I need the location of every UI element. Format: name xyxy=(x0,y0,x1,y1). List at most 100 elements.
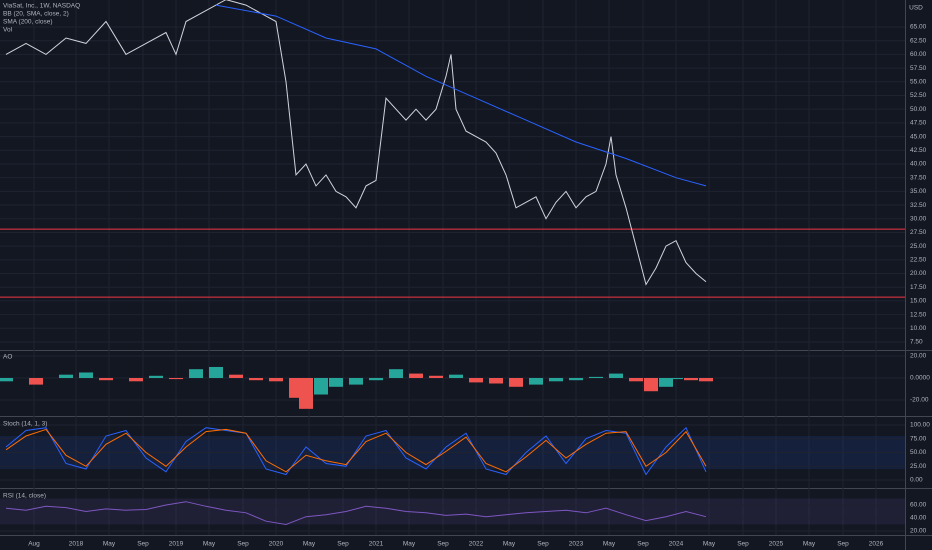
bar xyxy=(369,377,383,381)
x-tick-label: 2024 xyxy=(669,541,684,548)
y-tick-label: 30.00 xyxy=(910,215,927,222)
x-tick-label: 2020 xyxy=(269,541,284,548)
bar xyxy=(129,377,143,382)
x-tick-label: 2026 xyxy=(869,541,884,548)
x-tick-label: May xyxy=(803,541,816,548)
x-tick-label: May xyxy=(403,541,416,548)
bar xyxy=(299,377,313,409)
y-tick-label: 42.50 xyxy=(910,147,927,154)
bar xyxy=(409,373,423,378)
bar xyxy=(349,377,363,385)
panel-title: RSI (14, close) xyxy=(3,493,46,500)
y-tick-label: 22.50 xyxy=(910,257,927,264)
y-tick-label: 27.50 xyxy=(910,229,927,236)
bar xyxy=(589,376,603,378)
y-tick-label: 17.50 xyxy=(910,284,927,291)
x-tick-label: Sep xyxy=(737,541,749,548)
bar xyxy=(659,377,673,387)
y-tick-label: 57.50 xyxy=(910,65,927,72)
x-tick-label: 2018 xyxy=(69,541,84,548)
panel-title: AO xyxy=(3,354,12,361)
bar xyxy=(699,377,713,382)
bar xyxy=(249,377,263,381)
bar xyxy=(429,375,443,378)
y-tick-label: 25.00 xyxy=(910,463,927,470)
band xyxy=(0,498,905,525)
bar xyxy=(569,377,583,381)
y-tick-label: 20.00 xyxy=(910,528,927,535)
y-tick-label: 60.00 xyxy=(910,502,927,509)
x-tick-label: 2021 xyxy=(369,541,384,548)
y-tick-label: 10.00 xyxy=(910,325,927,332)
x-tick-label: 2019 xyxy=(169,541,184,548)
x-tick-label: May xyxy=(103,541,116,548)
bar xyxy=(269,377,283,382)
bar xyxy=(329,377,343,387)
y-tick-label: 37.50 xyxy=(910,174,927,181)
y-tick-label: 35.00 xyxy=(910,188,927,195)
panel-title: Stoch (14, 1, 3) xyxy=(3,421,47,428)
x-tick-label: Sep xyxy=(537,541,549,548)
x-tick-label: Sep xyxy=(637,541,649,548)
y-tick-label: 45.00 xyxy=(910,133,927,140)
y-tick-label: 25.00 xyxy=(910,243,927,250)
bar xyxy=(149,375,163,378)
y-tick-label: 62.50 xyxy=(910,37,927,44)
bar xyxy=(669,377,683,380)
indicator-label: Vol xyxy=(3,27,13,34)
y-tick-label: 20.00 xyxy=(910,353,927,360)
y-tick-label: 32.50 xyxy=(910,202,927,209)
bar xyxy=(509,377,523,387)
bar xyxy=(229,374,243,378)
bar xyxy=(314,377,328,395)
x-tick-label: Sep xyxy=(437,541,449,548)
bar xyxy=(59,374,73,378)
bar xyxy=(449,374,463,378)
bar xyxy=(189,369,203,378)
y-tick-label: 100.00 xyxy=(910,422,930,429)
x-tick-label: 2023 xyxy=(569,541,584,548)
bar xyxy=(29,377,43,385)
x-tick-label: May xyxy=(503,541,516,548)
x-tick-label: May xyxy=(303,541,316,548)
x-tick-label: Sep xyxy=(137,541,149,548)
y-tick-label: 50.00 xyxy=(910,106,927,113)
bar xyxy=(684,377,698,381)
indicator-label: BB (20, SMA, close, 2) xyxy=(3,11,69,18)
y-tick-label: 65.00 xyxy=(910,24,927,31)
bar xyxy=(529,377,543,385)
bar xyxy=(629,377,643,382)
series-line xyxy=(5,0,707,286)
y-tick-label: 15.00 xyxy=(910,298,927,305)
x-tick-label: 2022 xyxy=(469,541,484,548)
x-tick-label: Aug xyxy=(28,541,40,548)
bar xyxy=(469,377,483,383)
x-tick-label: May xyxy=(603,541,616,548)
panel-title: ViaSat, Inc., 1W, NASDAQ xyxy=(3,3,80,10)
bar xyxy=(609,373,623,378)
y-tick-label: 50.00 xyxy=(910,449,927,456)
y-tick-label: 40.00 xyxy=(910,515,927,522)
bar xyxy=(489,377,503,384)
y-tick-label: 60.00 xyxy=(910,51,927,58)
bar xyxy=(389,369,403,378)
y-tick-label: 0.00 xyxy=(910,477,923,484)
x-tick-label: Sep xyxy=(237,541,249,548)
y-tick-label: 20.00 xyxy=(910,270,927,277)
indicator-label: SMA (200, close) xyxy=(3,19,53,26)
bar xyxy=(0,377,13,382)
series-line xyxy=(215,4,707,187)
currency: USD xyxy=(909,5,923,12)
x-tick-label: 2025 xyxy=(769,541,784,548)
bar xyxy=(99,377,113,381)
bar xyxy=(169,377,183,380)
bar xyxy=(209,366,223,378)
y-tick-label: 75.00 xyxy=(910,435,927,442)
x-tick-label: Sep xyxy=(837,541,849,548)
x-tick-label: May xyxy=(703,541,716,548)
x-tick-label: Sep xyxy=(337,541,349,548)
bar xyxy=(79,372,93,378)
y-tick-label: 40.00 xyxy=(910,161,927,168)
